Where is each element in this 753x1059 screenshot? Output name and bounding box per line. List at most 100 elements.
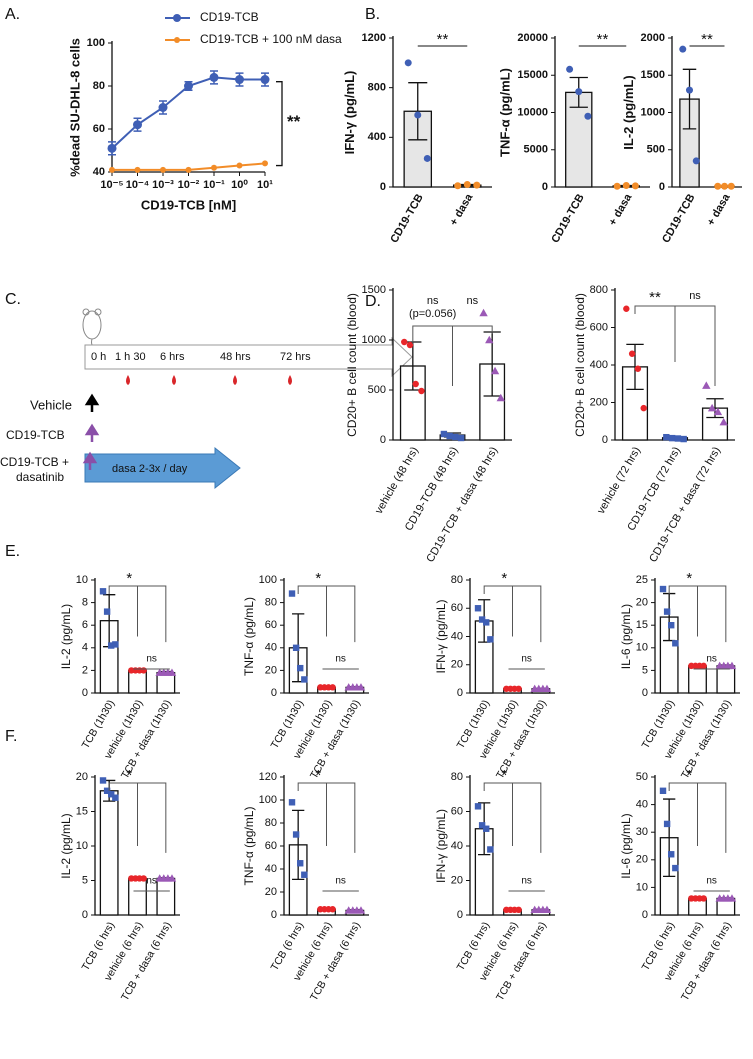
point [672,864,679,872]
y-tick-label: 80 [451,771,463,783]
panel-label: E. [5,543,20,560]
y-axis-label: IL-6 (pg/mL) [619,604,633,669]
point [404,59,412,67]
point [292,831,300,838]
x-tick-label: CD19-TCB [388,192,426,245]
y-tick-label: 25 [636,574,648,586]
point [236,162,243,169]
time-label: 1 h 30 [115,351,146,363]
time-label: 6 hrs [160,351,185,363]
point [542,684,552,692]
point [454,182,462,190]
y-tick-label: 0 [82,687,88,699]
y-axis-label: IL-2 (pg/mL) [59,604,73,669]
y-tick-label: 400 [590,359,608,371]
legend-label: CD19-TCB + 100 nM dasa [200,32,342,46]
y-tick-label: 10 [636,642,648,654]
y-tick-label: 50 [636,771,648,783]
annotation: * [315,767,321,784]
point [631,182,639,190]
point [727,661,737,670]
y-tick-label: 100 [87,37,105,49]
y-tick-label: 0 [380,434,386,446]
point [329,684,336,691]
point [474,803,482,810]
y-axis-label: %dead SU-DHL-8 cells [68,38,83,177]
panel-label: A. [5,6,20,23]
point [412,380,419,388]
y-tick-label: 20 [451,874,463,886]
x-tick-label: 10⁻⁵ [100,179,123,191]
annotation: * [501,767,507,784]
y-axis-label: CD20+ B cell count (blood) [573,293,587,437]
point [99,588,107,595]
y-tick-label: 15 [636,619,648,631]
y-tick-label: 1500 [362,284,386,296]
point [301,871,308,878]
y-tick-label: 60 [265,840,277,852]
bracket [483,782,542,853]
y-tick-label: 40 [451,840,463,852]
annotation: * [126,767,132,784]
point [613,182,621,190]
point [452,433,459,441]
point [103,608,111,615]
y-tick-label: 20 [636,854,648,866]
treatment-label: dasa 2-3x / day [112,463,188,475]
y-tick-label: 800 [590,284,608,296]
y-axis-label: IL-6 (pg/mL) [619,813,633,878]
y-tick-label: 5 [82,874,88,886]
point [167,668,177,676]
y-tick-label: 80 [265,597,277,609]
group-label: Vehicle [30,397,72,412]
point [515,906,522,914]
x-tick-label: 10⁰ [231,179,248,191]
point [700,662,707,670]
point [668,851,675,858]
bar [716,665,736,694]
y-tick-label: 80 [451,574,463,586]
annotation: * [315,570,321,587]
bracket [297,782,356,853]
annotation: ns [335,654,346,665]
panel-label: F. [5,728,17,745]
y-tick-label: 60 [451,602,463,614]
point [184,81,193,91]
point [668,434,676,442]
y-tick-label: 800 [368,82,386,94]
y-tick-label: 500 [647,144,665,156]
point [103,787,111,794]
group-label: CD19-TCB [6,428,65,442]
y-axis-label: IL-2 (pg/mL) [621,75,636,149]
point [663,608,671,615]
point [478,616,486,623]
group-label: dasatinib [16,470,64,484]
point [185,166,192,173]
point [680,435,687,443]
y-tick-label: 60 [265,619,277,631]
point [418,387,425,395]
y-tick-label: 0 [642,687,648,699]
bracket [297,585,356,643]
point [479,308,488,317]
x-tick-label: + dasa [705,191,733,228]
y-tick-label: 200 [590,396,608,408]
time-label: 0 h [91,351,106,363]
point [490,366,500,375]
y-tick-label: 60 [451,805,463,817]
x-tick-label: CD19-TCB [660,192,698,245]
point [640,404,647,412]
x-tick-label: 10⁻¹ [203,179,225,191]
error-bar [682,68,697,130]
point [414,111,422,119]
y-tick-label: 20000 [517,32,548,44]
point [634,365,642,372]
y-tick-label: 0 [82,909,88,921]
annotation: ns [689,290,701,302]
y-tick-label: 0 [659,181,665,193]
point [356,906,366,914]
y-tick-label: 15 [76,805,88,817]
y-tick-label: 8 [82,597,88,609]
y-tick-label: 10 [636,881,648,893]
